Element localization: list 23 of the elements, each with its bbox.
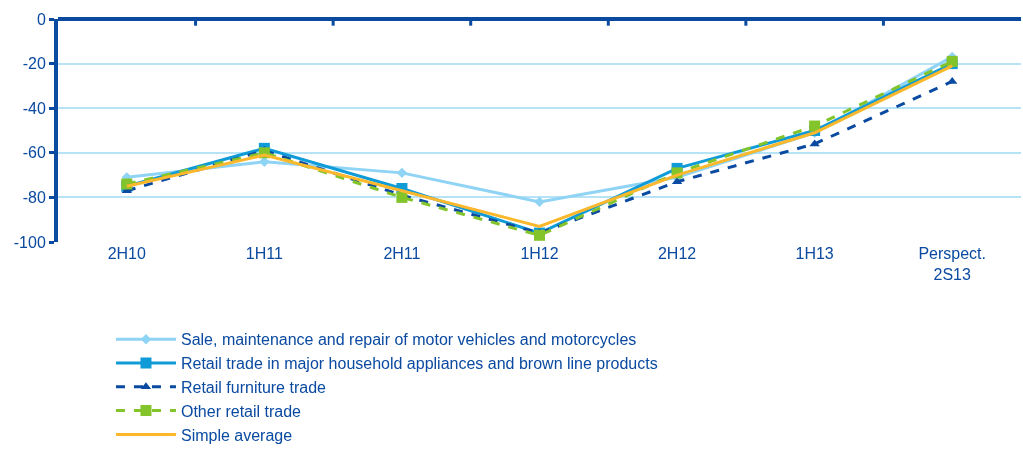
point [534, 196, 545, 208]
point [396, 191, 408, 203]
point [947, 76, 958, 84]
y-tick-label: -60 [22, 144, 46, 162]
x-tick-label: 1H11 [245, 245, 283, 262]
y-tick-label: -100 [13, 233, 46, 251]
x-tick-label: 2H10 [107, 245, 147, 262]
x-tick-label: 2H12 [657, 245, 697, 262]
y-tick-label: -40 [22, 99, 46, 117]
legend-label: Simple average [180, 426, 293, 444]
point [396, 167, 408, 179]
legend-label: Retail trade in major household appliances and brown line products [180, 355, 658, 373]
legend-label: Other retail trade [180, 402, 302, 420]
y-tick-label: -20 [22, 55, 46, 73]
x-tick-label: 1H12 [520, 245, 559, 262]
point [809, 139, 820, 147]
x-tick-label: Perspect. 2S13 [918, 245, 987, 283]
legend-label: Sale, maintenance and repair of motor vehicles and motorcycles [180, 331, 637, 349]
y-tick-label: 0 [36, 10, 46, 28]
legend-label: Retail furniture trade [180, 379, 327, 397]
x-tick-label: 1H13 [795, 245, 834, 262]
y-tick-label: -80 [22, 189, 46, 206]
x-tick-label: 2H11 [383, 245, 421, 262]
